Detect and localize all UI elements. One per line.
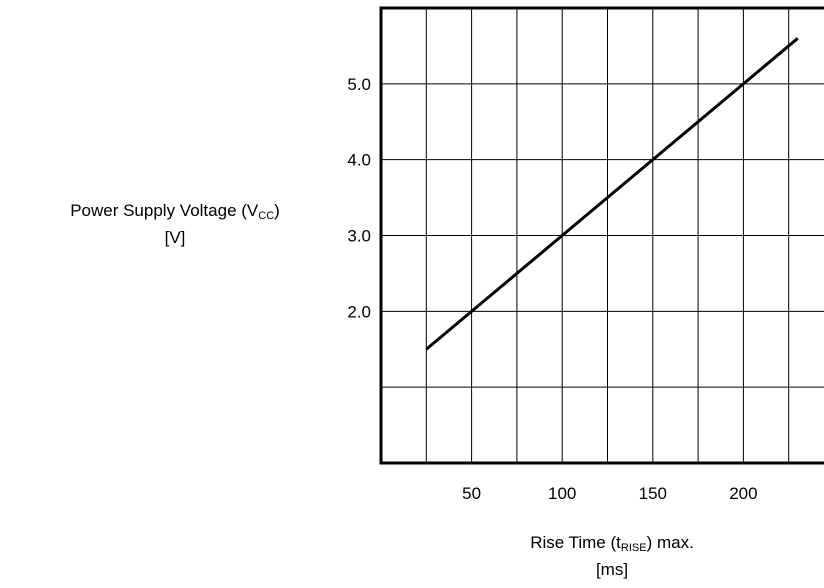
grid	[380, 7, 824, 464]
y-tick-labels: 2.0 3.0 4.0 5.0	[347, 75, 371, 322]
y-tick-label: 3.0	[347, 227, 371, 246]
x-tick-label: 150	[639, 484, 667, 503]
x-tick-label: 50	[462, 484, 481, 503]
y-axis-unit: [V]	[164, 228, 186, 247]
x-tick-labels: 50 100 150 200	[462, 484, 757, 503]
y-axis-label: Power Supply Voltage (VCC) [V]	[30, 200, 320, 249]
y-axis-title: Power Supply Voltage (VCC)	[70, 201, 280, 222]
x-axis-label: Rise Time (tRISE) max. [ms]	[462, 532, 762, 581]
plot-frame	[379, 6, 824, 465]
x-tick-label: 200	[729, 484, 757, 503]
y-tick-label: 2.0	[347, 302, 371, 321]
x-axis-title: Rise Time (tRISE) max.	[530, 533, 694, 554]
series-line	[425, 37, 799, 351]
x-tick-label: 100	[548, 484, 576, 503]
x-axis-unit: [ms]	[595, 560, 629, 579]
y-tick-label: 5.0	[347, 75, 371, 94]
y-tick-label: 4.0	[347, 151, 371, 170]
